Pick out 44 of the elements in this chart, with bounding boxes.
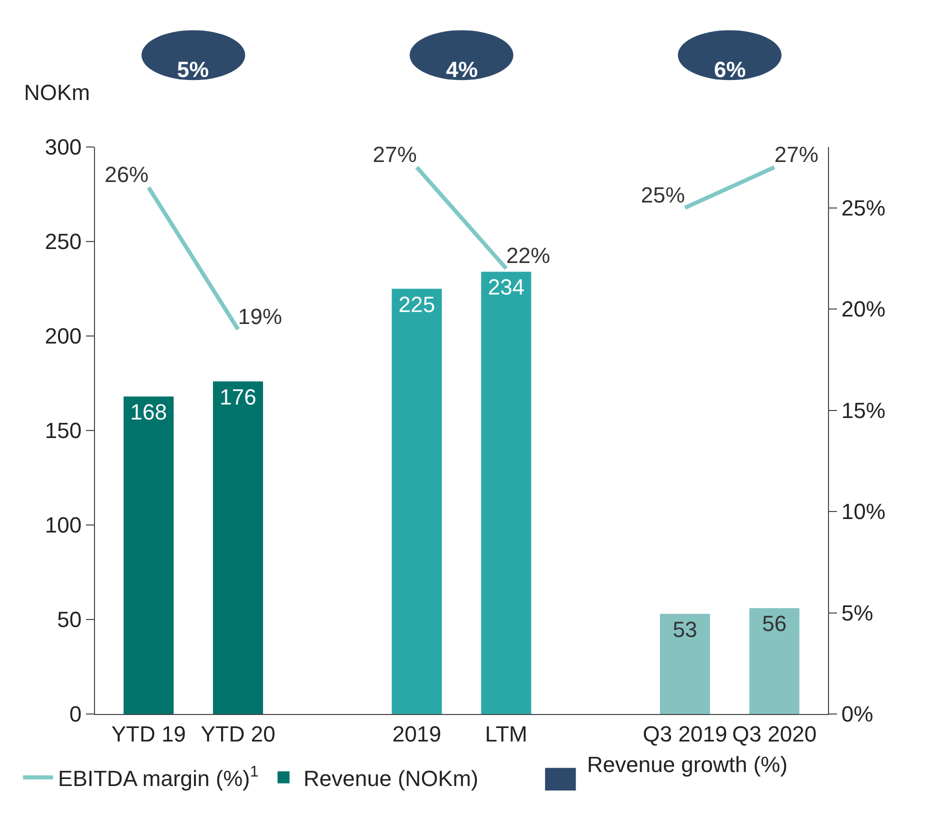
data-label: 53 [672, 616, 698, 642]
y-axis-title: NOKm [24, 80, 90, 105]
data-label: 27% [372, 142, 417, 167]
data-label: 27% [774, 142, 818, 167]
y-tick-label: 300 [44, 134, 82, 160]
text: 5% [177, 57, 209, 82]
y-tick-label: 250 [44, 229, 82, 254]
y2-tick-label: 5% [841, 600, 874, 626]
bar [660, 614, 710, 714]
data-label: 234 [488, 274, 525, 300]
bar [392, 288, 442, 714]
x-tick-label: Q3 2020 [732, 721, 817, 746]
x-tick-label: YTD 20 [200, 721, 276, 746]
legend-label: Revenue (NOKm) [304, 766, 478, 791]
data-label: 56 [762, 611, 787, 636]
y2-tick-label: 15% [841, 398, 886, 423]
y-tick-label: 50 [57, 607, 82, 632]
x-tick-label: Q3 2019 [642, 721, 728, 746]
data-label: 26% [104, 162, 149, 187]
y-tick-label: 100 [44, 512, 82, 538]
legend-label: EBITDA margin (%)$^{1}$ [58, 764, 259, 791]
y2-tick-label: 25% [841, 195, 886, 220]
y2-tick-label: 10% [841, 499, 886, 524]
data-label: 25% [640, 182, 685, 208]
data-label: 168 [130, 399, 167, 424]
data-label: 22% [506, 243, 550, 268]
data-label: 176 [220, 384, 256, 410]
data-label: 225 [398, 292, 436, 317]
y-tick-label: 200 [44, 324, 82, 349]
y2-tick-label: 0% [841, 702, 874, 727]
text: 4% [446, 57, 478, 82]
x-tick-label: LTM [485, 721, 528, 746]
bar [481, 272, 532, 714]
x-tick-label: 2019 [392, 721, 442, 746]
bar [213, 381, 264, 714]
y-tick-label: 150 [44, 418, 82, 444]
y2-tick-label: 20% [841, 296, 886, 322]
x-tick-label: YTD 19 [111, 721, 186, 746]
text: Revenue growth (%) [587, 752, 788, 777]
data-label: 19% [238, 304, 282, 329]
bar [124, 396, 174, 714]
y-tick-label: 0 [69, 702, 82, 727]
text: 6% [714, 57, 746, 82]
bar [749, 608, 800, 714]
